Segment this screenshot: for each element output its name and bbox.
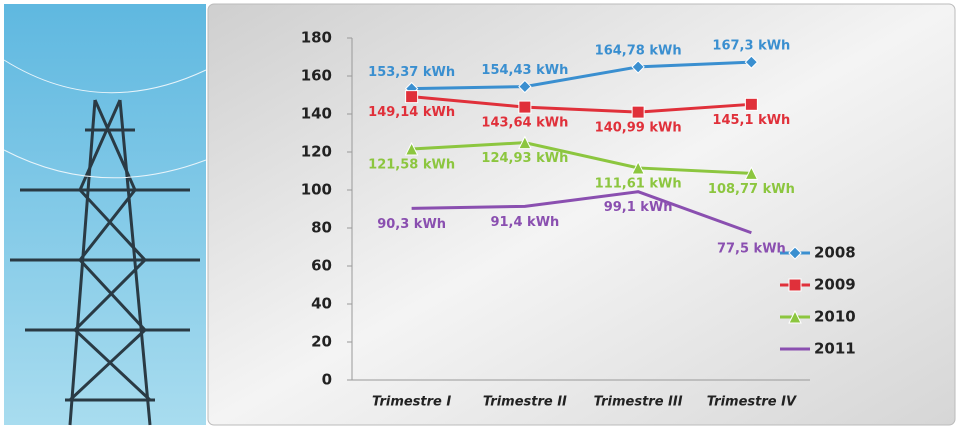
marker [404, 141, 419, 156]
value-label: 145,1 kWh [712, 113, 790, 128]
legend-label: 2010 [814, 308, 856, 326]
x-tick-label: Trimestre III [594, 395, 683, 410]
value-label: 90,3 kWh [377, 217, 446, 232]
value-label: 121,58 kWh [368, 157, 455, 172]
y-tick-label: 180 [301, 29, 332, 47]
value-label: 91,4 kWh [490, 215, 559, 230]
series-line [411, 60, 752, 91]
y-tick-label: 100 [301, 181, 332, 199]
x-tick-label: Trimestre IV [707, 395, 797, 410]
y-tick-label: 0 [322, 371, 332, 389]
value-label: 153,37 kWh [368, 65, 455, 80]
value-label: 167,3 kWh [712, 39, 790, 54]
marker [631, 105, 645, 119]
marker [631, 60, 645, 74]
y-tick-label: 160 [301, 67, 332, 85]
value-label: 140,99 kWh [595, 121, 682, 136]
x-tick-label: Trimestre I [372, 395, 451, 410]
y-tick-label: 20 [311, 333, 332, 351]
legend-label: 2009 [814, 276, 856, 294]
value-label: 108,77 kWh [708, 182, 795, 197]
tower-photo [3, 4, 207, 426]
marker [631, 160, 645, 175]
value-label: 111,61 kWh [595, 176, 682, 191]
series-line [411, 190, 752, 235]
marker [518, 135, 532, 150]
value-label: 154,43 kWh [481, 63, 568, 78]
marker [744, 55, 759, 69]
value-label: 143,64 kWh [481, 116, 568, 131]
marker [744, 97, 758, 111]
legend-label: 2008 [814, 244, 856, 262]
value-label: 77,5 kWh [717, 241, 786, 256]
x-tick-label: Trimestre II [483, 395, 567, 410]
marker [788, 246, 802, 260]
value-label: 149,14 kWh [368, 105, 455, 120]
y-tick-label: 60 [311, 257, 332, 275]
y-tick-label: 40 [311, 295, 332, 313]
value-label: 99,1 kWh [604, 200, 673, 215]
legend-label: 2011 [814, 340, 856, 358]
chart-panel [207, 3, 956, 426]
marker [744, 166, 759, 180]
marker [788, 309, 802, 324]
y-tick-label: 120 [301, 143, 332, 161]
value-label: 164,78 kWh [595, 43, 682, 58]
series-line [411, 95, 752, 114]
y-tick-label: 80 [311, 219, 332, 237]
marker [518, 79, 532, 94]
value-label: 124,93 kWh [481, 151, 568, 166]
marker [405, 90, 419, 104]
series-line [411, 141, 752, 175]
y-tick-label: 140 [301, 105, 332, 123]
marker [518, 100, 532, 114]
marker [788, 278, 802, 292]
